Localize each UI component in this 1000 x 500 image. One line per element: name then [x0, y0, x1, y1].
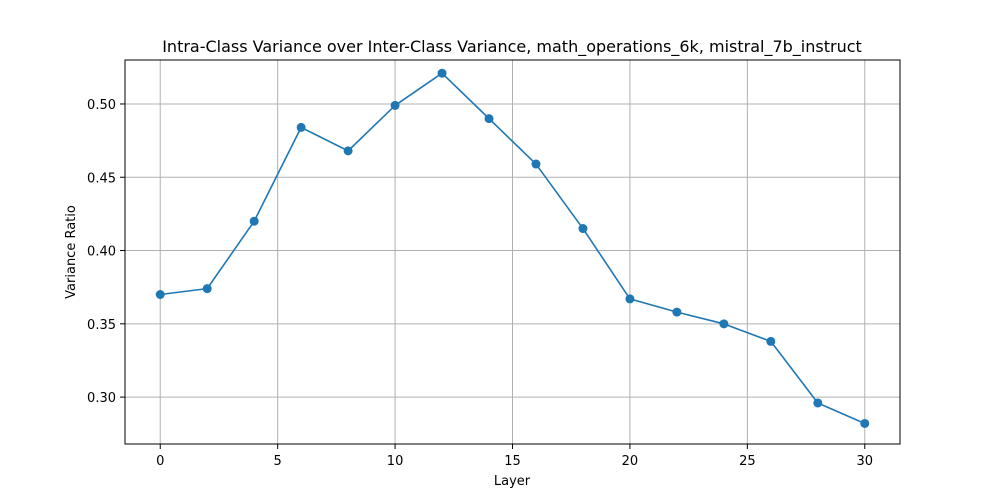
x-tick-label: 30: [856, 454, 873, 469]
y-tick-label: 0.30: [87, 391, 116, 406]
data-point: [719, 319, 729, 329]
data-point: [813, 398, 823, 408]
series-line: [160, 72, 866, 425]
y-axis-label: Variance Ratio: [64, 205, 79, 299]
data-point: [437, 68, 447, 78]
x-tick-label: 20: [622, 454, 639, 469]
data-point: [484, 114, 494, 124]
y-tick-label: 0.40: [87, 245, 116, 260]
axis-ticks: 0 5 10 15 20 25 30 0.30 0.35 0.40 0.45 0.50: [87, 98, 873, 469]
y-tick-label: 0.35: [87, 318, 116, 333]
data-point: [296, 122, 306, 132]
series-layer: [155, 68, 870, 428]
chart-title: Intra-Class Variance over Inter-Class Va…: [162, 37, 862, 57]
x-tick-label: 25: [739, 454, 756, 469]
data-point: [672, 307, 682, 317]
data-point: [860, 418, 870, 428]
data-point: [155, 290, 165, 300]
data-point: [578, 224, 588, 234]
data-point: [531, 159, 541, 169]
y-tick-label: 0.45: [87, 171, 116, 186]
y-tick-label: 0.50: [87, 98, 116, 113]
x-tick-label: 10: [387, 454, 404, 469]
data-point: [249, 216, 259, 226]
x-tick-label: 15: [504, 454, 521, 469]
data-point: [625, 294, 635, 304]
grid-lines: [125, 60, 900, 444]
data-point: [390, 100, 400, 110]
data-point: [766, 336, 776, 346]
x-axis-label: Layer: [494, 474, 531, 489]
x-tick-label: 0: [156, 454, 164, 469]
data-point: [202, 284, 212, 294]
x-tick-label: 5: [274, 454, 282, 469]
data-point: [343, 146, 353, 156]
